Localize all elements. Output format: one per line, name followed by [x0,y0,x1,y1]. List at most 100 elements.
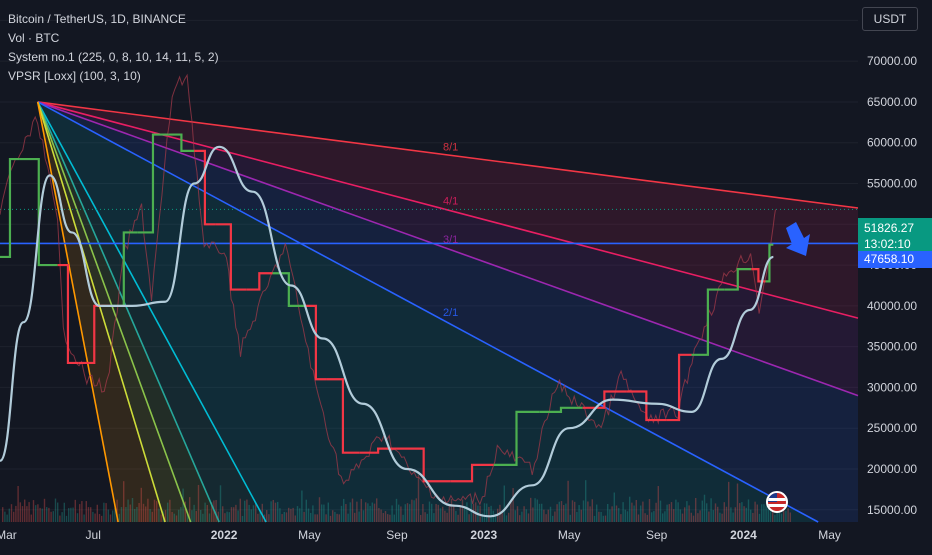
x-tick-label: 2024 [730,528,757,542]
chart-legend: Bitcoin / TetherUS, 1D, BINANCE Vol · BT… [8,10,219,86]
volume-bar [615,505,618,522]
step-segment [493,410,540,467]
y-tick-label: 15000.00 [867,503,917,517]
volume-bar [690,512,692,522]
volume-bar [17,486,19,522]
currency-button[interactable]: USDT [862,7,918,31]
horizontal-price-line[interactable] [0,208,858,245]
volume-bar [578,505,580,522]
volume-bar [545,514,547,522]
volume-bar [756,504,758,522]
volume-bar [241,515,244,522]
volume-bar [204,502,206,522]
volume-bar [8,508,10,522]
volume-bar [378,508,380,522]
volume-bar [125,507,127,522]
volume-bar [675,499,677,522]
volume-bar [648,499,651,522]
volume-bar [613,492,615,522]
volume-bar [512,488,514,522]
volume-bar [259,511,261,522]
us-flag-event-icon[interactable] [766,491,788,513]
volume-bar [703,494,706,522]
volume-bar [134,508,136,522]
volume-bar [189,497,191,522]
x-axis[interactable]: Mar Jul 2022 May Sep 2023 May Sep 2024 May [0,528,841,542]
volume-bar [448,505,450,522]
volume-bar [424,512,426,522]
volume-bar [120,507,123,522]
volume-bar [173,513,175,522]
volume-bar [483,503,486,522]
volume-bar [19,502,21,522]
volume-bar [316,514,318,522]
volume-bar [554,511,556,522]
volume-bar [68,508,70,522]
smooth-line [0,145,774,518]
volume-bar [538,503,541,522]
volume-bar [714,503,717,522]
gann-fan-lines [36,101,859,523]
volume-bar [215,500,217,522]
x-tick-label: 2022 [211,528,238,542]
volume-bar [420,514,422,522]
step-segment [215,223,247,291]
volume-bar [437,504,439,522]
volume-bar [490,505,492,522]
volume-bar [736,483,739,522]
y-axis[interactable]: 70000.0065000.0060000.0055000.0050000.00… [867,54,917,517]
volume-bar [226,511,228,522]
volume-bar [398,504,400,522]
volume-bar [228,512,230,522]
y-tick-label: 65000.00 [867,95,917,109]
y-tick-label: 30000.00 [867,380,917,394]
volume-bar [266,510,268,522]
volume-bar [369,505,371,522]
volume-bar [688,505,690,522]
bar-countdown: 13:02:10 [864,237,911,251]
volume-bar [268,514,270,522]
volume-bar [642,501,644,522]
symbol-title[interactable]: Bitcoin / TetherUS, 1D, BINANCE [8,12,186,26]
volume-bar [789,512,791,522]
volume-bar [85,501,87,522]
vpsr-indicator-label[interactable]: VPSR [Loxx] (100, 3, 10) [8,69,141,83]
volume-bar [285,512,288,522]
volume-bar [618,508,620,522]
volume-bar [560,501,563,522]
volume-bar [404,504,406,522]
last-price-tag: 51826.27 13:02:10 [858,218,932,254]
volume-bar [76,513,79,522]
system-indicator-label[interactable]: System no.1 (225, 0, 8, 10, 14, 11, 5, 2… [8,50,219,64]
volume-bar [464,506,466,522]
volume-bar [224,513,226,522]
x-tick-label: Mar [0,528,17,542]
volume-bar [307,508,310,522]
volume-bar [611,506,613,522]
volume-bar [699,510,701,522]
volume-bar [400,506,402,522]
volume-bar [527,513,530,522]
volume-bar [536,499,538,522]
step-segment [691,288,725,356]
volume-bar [10,504,13,522]
volume-bar [171,511,173,522]
volume-bar [503,485,505,522]
fan-label: 4/1 [443,196,458,208]
volume-bar [732,512,734,522]
volume-bar [318,497,321,522]
fan-label: 2/1 [443,307,458,319]
volume-indicator-label[interactable]: Vol · BTC [8,31,60,45]
volume-bar [94,513,96,522]
volume-bar [356,501,358,522]
annotation-arrow[interactable] [786,222,810,256]
volume-bar [222,506,224,522]
price-candles [0,73,776,506]
volume-bar [640,505,642,522]
volume-bar [87,507,90,522]
volume-bar [294,515,296,522]
x-tick-label: 2023 [470,528,497,542]
volume-bar [167,502,169,522]
